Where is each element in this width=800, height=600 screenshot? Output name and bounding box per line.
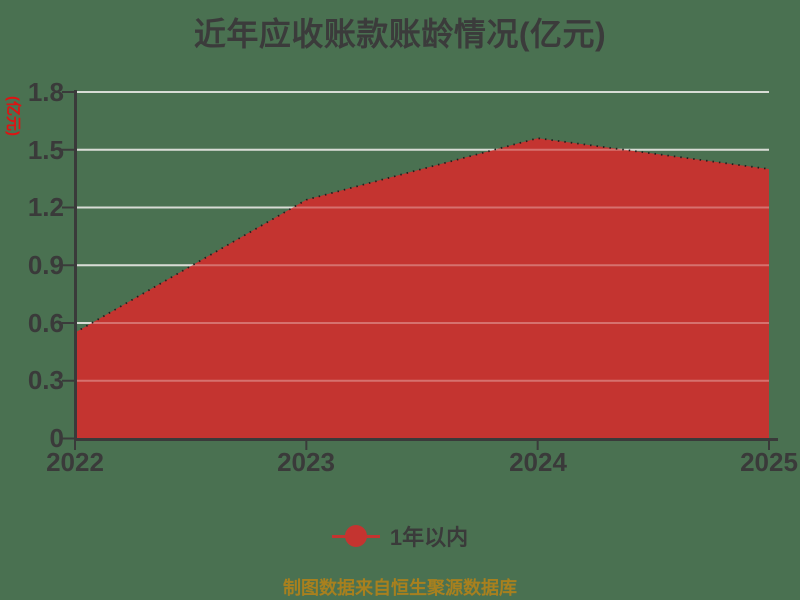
- y-axis-tick-label: 1.8: [27, 77, 64, 107]
- y-axis-tick-label: 1.5: [27, 135, 64, 165]
- chart-title: 近年应收账款账龄情况(亿元): [193, 16, 607, 52]
- y-axis-tick-label: 0.3: [27, 365, 64, 395]
- y-axis-tick-label: 0.9: [27, 250, 64, 280]
- data-source-note: 制图数据来自恒生聚源数据库: [283, 578, 517, 598]
- legend-item-1year[interactable]: 1年以内: [0, 519, 800, 553]
- x-axis-tick-label: 2022: [46, 447, 104, 477]
- legend-line-circle-icon: [331, 524, 380, 548]
- y-axis-tick-label: 1.2: [27, 192, 64, 222]
- legend-label: 1年以内: [389, 525, 469, 550]
- x-axis-tick-label: 2023: [277, 447, 335, 477]
- y-axis-tick-label: 0: [49, 423, 64, 453]
- x-axis-tick-label: 2025: [740, 447, 798, 477]
- y-axis-tick-label: 0.6: [27, 308, 64, 338]
- area-series-fill: [75, 138, 769, 439]
- x-axis-tick-label: 2024: [509, 447, 567, 477]
